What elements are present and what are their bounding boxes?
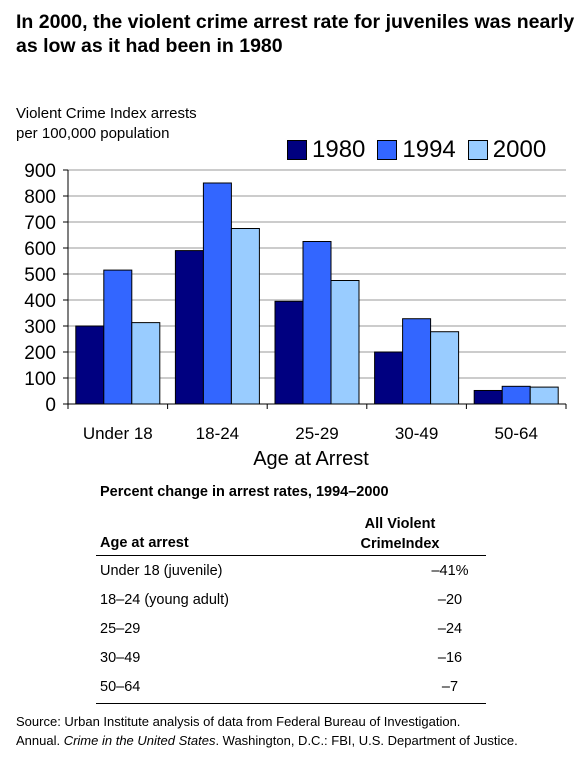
y-tick-label: 700 <box>24 213 56 234</box>
source-note: Source: Urban Institute analysis of data… <box>16 712 576 750</box>
table-col-header-left: Age at arrest <box>100 535 189 551</box>
x-tick-label: 30-49 <box>395 424 438 443</box>
bar <box>501 385 531 405</box>
x-tick-label: 18-24 <box>196 424 239 443</box>
table-col-header-right: All Violent CrimeIndex <box>340 514 460 554</box>
y-tick-label: 900 <box>24 161 56 182</box>
bar <box>103 269 133 405</box>
source-line2-b: . Washington, D.C.: FBI, U.S. Department… <box>215 733 518 748</box>
y-tick-label: 600 <box>24 239 56 260</box>
legend-swatch-2000 <box>467 140 488 160</box>
y-tick-label: 100 <box>24 369 56 390</box>
source-line1: Source: Urban Institute analysis of data… <box>16 714 461 729</box>
bar <box>374 351 404 405</box>
source-line2: Annual. Crime in the United States. Wash… <box>16 731 576 750</box>
table-row-label: 30–49 <box>100 650 141 666</box>
bar <box>202 182 232 405</box>
y-axis-label: Violent Crime Index arrests per 100,000 … <box>16 104 197 144</box>
legend-label-2000: 2000 <box>492 136 547 163</box>
y-tick-label: 800 <box>24 187 56 208</box>
bar <box>473 389 503 405</box>
table-row: 25–29 –24 <box>100 621 480 641</box>
bar <box>75 325 105 405</box>
legend-item-1980: 1980 <box>287 136 365 164</box>
x-tick-label: 50-64 <box>494 424 537 443</box>
legend-item-2000: 2000 <box>467 136 547 164</box>
page-title: In 2000, the violent crime arrest rate f… <box>16 11 575 57</box>
table-bottom-rule <box>96 703 486 704</box>
table-row-value: –24 <box>437 621 463 637</box>
source-publication-title: Crime in the United States <box>63 733 216 748</box>
table-row-label: 50–64 <box>100 679 141 695</box>
legend-swatch-1980 <box>287 140 307 160</box>
bar <box>131 322 161 405</box>
y-tick-label: 400 <box>24 291 56 312</box>
bar <box>230 228 260 405</box>
y-axis-label-line2: per 100,000 population <box>16 125 170 142</box>
table-col-header-right-line2: CrimeIndex <box>360 536 440 552</box>
table-row: 18–24 (young adult) –20 <box>100 592 480 612</box>
table-row: 50–64 –7 <box>100 679 480 699</box>
bar <box>174 250 204 405</box>
table-row-label: Under 18 (juvenile) <box>100 563 223 579</box>
bar <box>402 318 432 405</box>
legend-label-1994: 1994 <box>402 136 456 163</box>
x-axis-label: Age at Arrest <box>253 448 369 470</box>
table-row-value: –16 <box>437 650 463 666</box>
table-row-value: –7 <box>441 679 459 695</box>
table-row-label: 25–29 <box>100 621 141 637</box>
bar <box>274 300 304 405</box>
table-row-value: –41% <box>431 563 469 579</box>
table-row-value: –20 <box>437 592 463 608</box>
table-col-header-right-line1: All Violent <box>364 516 436 532</box>
table-title: Percent change in arrest rates, 1994–200… <box>100 484 389 500</box>
table-row: 30–49 –16 <box>100 650 480 670</box>
table-top-rule <box>96 555 486 556</box>
legend-swatch-1994 <box>377 140 398 160</box>
y-tick-label: 300 <box>24 317 56 338</box>
source-line2-a: Annual. <box>16 733 64 748</box>
table-row: Under 18 (juvenile) –41% <box>100 563 480 583</box>
bar-chart: 0 100 200 300 400 500 600 700 800 900 Under 18 18-2… <box>24 161 567 470</box>
y-tick-label: 200 <box>24 343 56 364</box>
x-tick-label: Under 18 <box>83 424 153 443</box>
chart-legend: 1980 1994 2000 <box>287 136 558 164</box>
y-tick-label: 0 <box>45 395 56 416</box>
x-tick-label: 25-29 <box>295 424 338 443</box>
bar <box>430 331 460 405</box>
bar <box>529 386 559 405</box>
bar <box>330 280 360 405</box>
legend-item-1994: 1994 <box>377 136 456 164</box>
y-tick-label: 500 <box>24 265 56 286</box>
legend-label-1980: 1980 <box>312 136 366 163</box>
y-axis-label-line1: Violent Crime Index arrests <box>16 105 197 122</box>
table-row-label: 18–24 (young adult) <box>100 592 229 608</box>
bar <box>302 241 332 405</box>
